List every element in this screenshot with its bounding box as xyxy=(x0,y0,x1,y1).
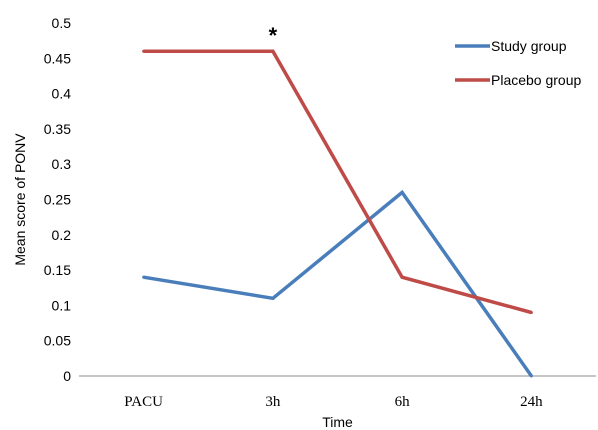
legend: Study group Placebo group xyxy=(455,38,582,88)
series-line-2 xyxy=(143,49,532,315)
data-point xyxy=(529,374,533,378)
x-tick-label: 3h xyxy=(265,394,281,410)
data-point xyxy=(529,310,533,314)
data-point xyxy=(271,296,275,300)
data-point xyxy=(400,275,404,279)
legend-label: Placebo group xyxy=(491,72,582,88)
y-tick-label: 0 xyxy=(63,368,71,384)
y-tick-label: 0.45 xyxy=(44,50,71,66)
y-tick-label: 0.35 xyxy=(44,121,71,137)
y-tick-label: 0.3 xyxy=(52,156,72,172)
x-tick-label: PACU xyxy=(124,394,163,410)
data-point xyxy=(142,275,146,279)
y-tick-label: 0.05 xyxy=(44,333,71,349)
series-lines xyxy=(142,49,533,378)
y-tick-label: 0.4 xyxy=(52,86,72,102)
significance-marker: * xyxy=(269,23,278,48)
data-point xyxy=(400,190,404,194)
x-axis-title: Time xyxy=(322,414,353,430)
y-tick-label: 0.15 xyxy=(44,262,71,278)
y-axis-ticks: 0 0.05 0.1 0.15 0.2 0.25 0.3 0.35 0.4 0.45 0.5 xyxy=(44,15,71,384)
x-tick-label: 6h xyxy=(395,394,411,410)
data-point xyxy=(271,49,275,53)
y-axis-title: Mean score of PONV xyxy=(12,133,28,266)
y-tick-label: 0.5 xyxy=(52,15,72,31)
annotations: * xyxy=(269,23,278,48)
y-tick-label: 0.25 xyxy=(44,192,71,208)
y-tick-label: 0.2 xyxy=(52,227,72,243)
data-point xyxy=(142,49,146,53)
legend-label: Study group xyxy=(491,38,567,54)
x-tick-label: 24h xyxy=(520,394,543,410)
x-axis-ticks: PACU 3h 6h 24h xyxy=(124,394,543,410)
y-tick-label: 0.1 xyxy=(52,297,72,313)
series-line-1 xyxy=(143,189,533,378)
